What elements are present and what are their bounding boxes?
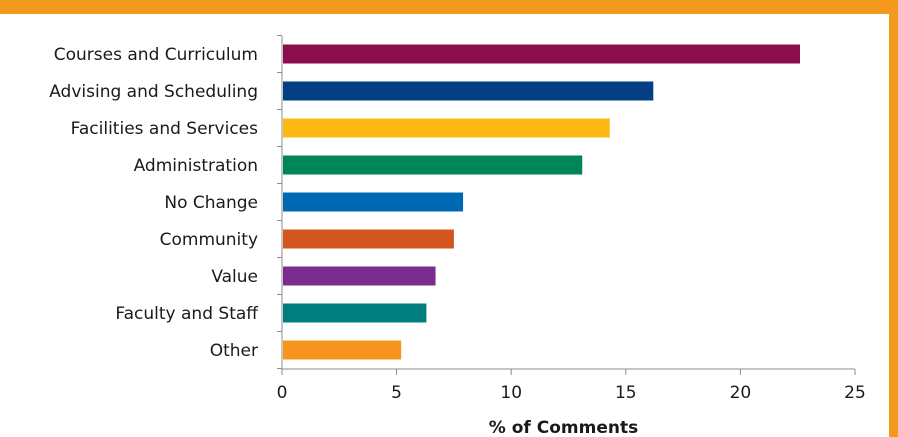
frame-top-border	[0, 0, 898, 14]
bar	[283, 44, 800, 64]
category-label: Advising and Scheduling	[49, 82, 258, 102]
x-tick-label: 0	[277, 383, 288, 403]
bar	[283, 266, 436, 286]
bar	[283, 192, 464, 212]
x-tick-labels: 0 5 10 15 20 25	[277, 383, 866, 403]
category-label: Courses and Curriculum	[54, 45, 258, 65]
x-tick-label: 25	[844, 383, 866, 403]
x-tick-label: 15	[615, 383, 637, 403]
category-label: Community	[160, 230, 258, 250]
x-tick-label: 10	[500, 383, 522, 403]
category-labels: Courses and Curriculum Advising and Sched…	[49, 45, 259, 361]
frame-right-border	[889, 0, 898, 437]
category-label: Administration	[134, 156, 258, 176]
x-tick-label: 5	[391, 383, 402, 403]
bar	[283, 118, 610, 138]
bar-chart: Courses and Curriculum Advising and Sched…	[49, 35, 866, 437]
bar	[283, 155, 583, 175]
category-label: Other	[210, 341, 258, 361]
chart-area: Courses and Curriculum Advising and Sched…	[0, 14, 889, 437]
chart-bars	[283, 44, 800, 360]
bar	[283, 340, 402, 360]
category-label: Facilities and Services	[71, 119, 258, 139]
x-axis-title: % of Comments	[489, 418, 638, 437]
bar	[283, 81, 654, 101]
category-label: Faculty and Staff	[115, 304, 259, 324]
category-label: Value	[211, 267, 258, 287]
bar	[283, 303, 427, 323]
x-tick-label: 20	[730, 383, 752, 403]
bar	[283, 229, 454, 249]
chart-axes	[277, 35, 856, 375]
category-label: No Change	[164, 193, 258, 213]
